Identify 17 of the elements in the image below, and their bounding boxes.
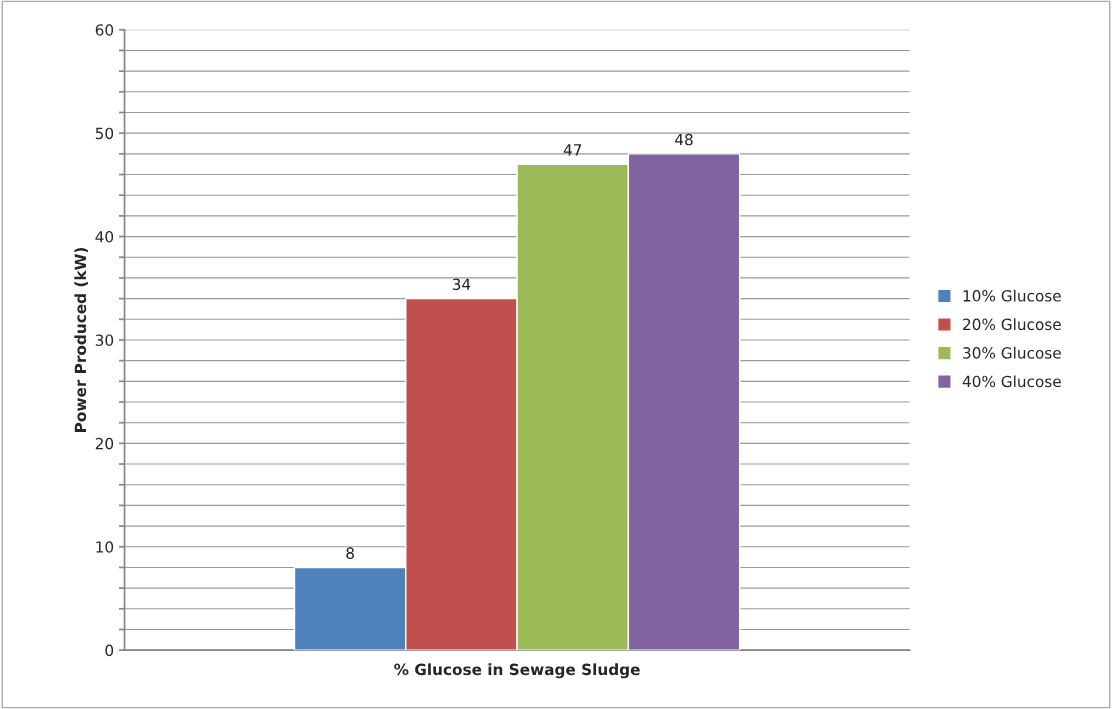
y-tick-label: 50 (95, 127, 114, 140)
x-axis-title: % Glucose in Sewage Sludge (394, 663, 640, 679)
y-axis-title: Power Produced (kW) (74, 247, 88, 432)
y-tick-label: 40 (95, 231, 114, 243)
y-tick-label: 30 (95, 334, 114, 346)
data-label: 34 (452, 278, 471, 291)
data-label: 8 (346, 547, 354, 559)
y-tick-label: 0 (105, 644, 114, 657)
legend-label: 40% Glucose (962, 375, 1061, 388)
legend-label: 20% Glucose (963, 318, 1061, 331)
y-tick-label: 10 (96, 541, 114, 553)
y-tick-label: 20 (95, 437, 114, 450)
y-tick-label: 60 (95, 24, 114, 36)
data-label: 47 (563, 144, 582, 156)
legend-label: 30% Glucose (963, 346, 1061, 359)
data-label: 48 (675, 133, 693, 146)
legend-label: 10% Glucose (963, 289, 1061, 302)
